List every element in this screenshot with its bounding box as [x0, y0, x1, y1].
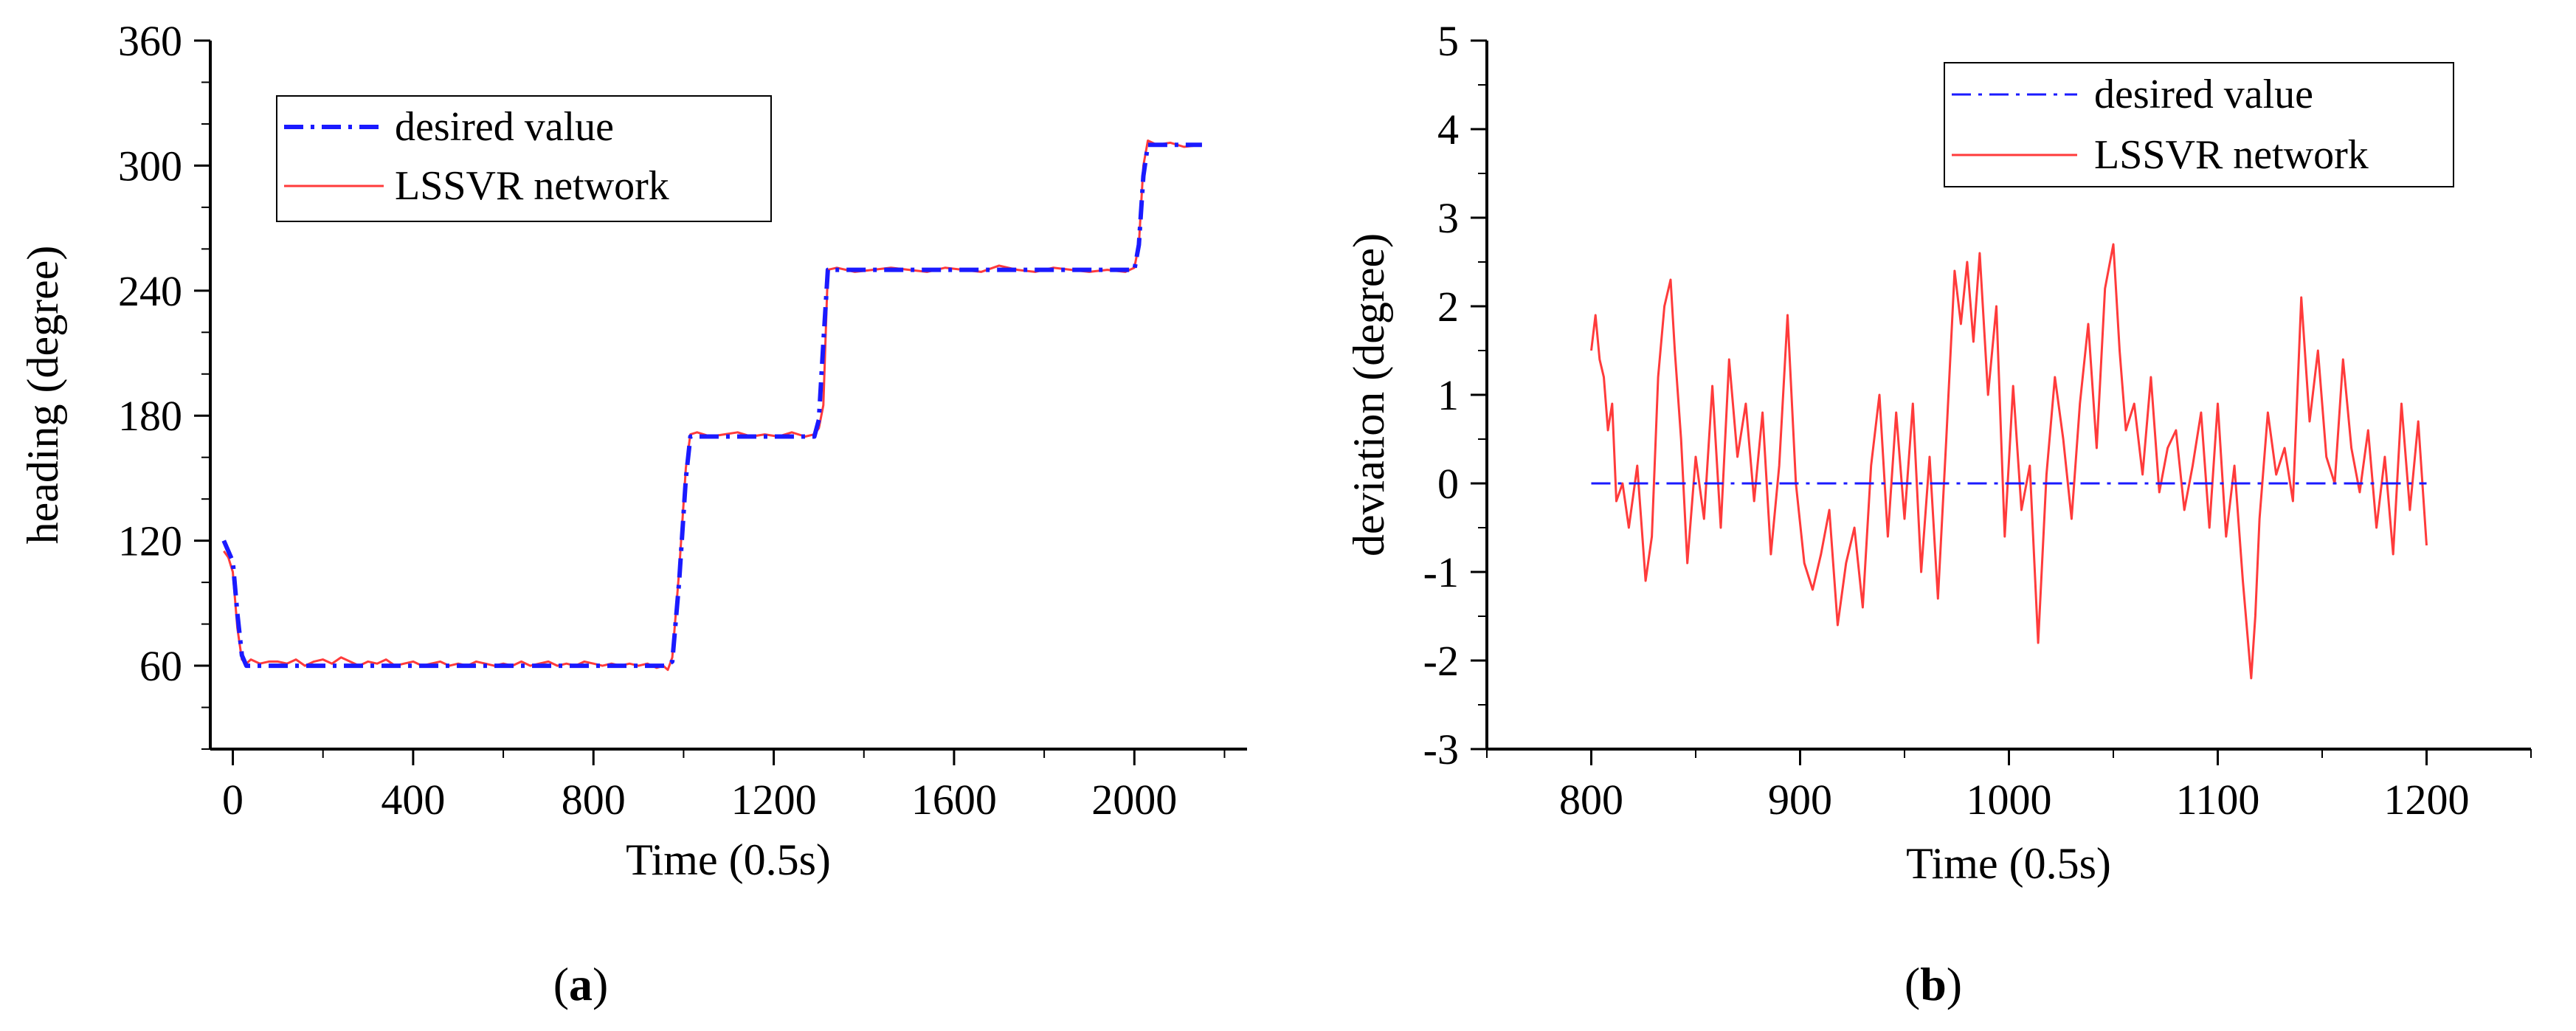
panel-a-label-letter: a: [569, 958, 593, 1010]
panel-a-y-tick-label-3: 240: [118, 267, 182, 315]
panel-a-y-tick-label-1: 120: [118, 517, 182, 565]
panel-a-label-close-paren: ): [593, 958, 608, 1010]
panel-b-y-tick-label-2: -1: [1423, 548, 1459, 596]
panel-b-ticks: 800 900 1000 1100 1200 -3 -2 -1 0 1 2 3 4 5: [1423, 17, 2532, 824]
chart-panel-b: 800 900 1000 1100 1200 -3 -2 -1 0 1 2 3 4 5 Time (0.5…: [1344, 17, 2532, 1010]
panel-a-x-tick-label-3: 1200: [731, 776, 817, 824]
panel-a-x-tick-label-0: 0: [222, 776, 244, 824]
panel-a-legend: desired value LSSVR network: [276, 95, 772, 222]
panel-a-series-desired-value: [221, 142, 1202, 669]
panel-b-label: (b): [1905, 958, 1962, 1010]
panel-b-series: [1590, 243, 2428, 680]
panel-a-y-axis-title: heading (degree): [18, 246, 67, 545]
panel-b-label-letter: b: [1920, 958, 1947, 1010]
panel-a-x-tick-label-4: 1600: [911, 776, 997, 824]
panel-b-legend-label-lssvr: LSSVR network: [2094, 132, 2369, 178]
panel-b-axes: [1485, 41, 2531, 751]
panel-a-y-tick-label-0: 60: [139, 642, 182, 690]
panel-b-y-tick-label-0: -3: [1423, 725, 1459, 773]
panel-a-axes: [209, 41, 1247, 751]
panel-b-x-axis-title: Time (0.5s): [1906, 839, 2111, 888]
panel-b-legend: desired value LSSVR network: [1944, 62, 2454, 187]
panel-a-x-tick-label-1: 400: [381, 776, 445, 824]
panel-b-legend-box: [1944, 62, 2454, 187]
panel-a-legend-box: [276, 95, 772, 222]
panel-b-y-tick-label-5: 2: [1437, 283, 1459, 331]
panel-b-y-tick-label-6: 3: [1437, 194, 1459, 242]
panel-a-ticks: 0 400 800 1200 1600 2000 60 120 180 240 300 360: [118, 17, 1226, 824]
panel-b-x-tick-label-3: 1100: [2176, 776, 2260, 824]
panel-b-series-lssvr-network: [1590, 243, 2428, 680]
panel-a-label: (a): [553, 958, 609, 1010]
panel-a-y-tick-label-2: 180: [118, 392, 182, 440]
panel-b-x-tick-label-0: 800: [1559, 776, 1623, 824]
panel-a-x-axis-title: Time (0.5s): [626, 835, 831, 884]
panel-b-y-axis-title: deviation (degree): [1344, 233, 1393, 556]
panel-b-y-tick-label-7: 4: [1437, 106, 1459, 154]
panel-b-x-tick-label-4: 1200: [2384, 776, 2470, 824]
panel-b-label-open-paren: (: [1905, 958, 1920, 1010]
panel-b-y-tick-label-1: -2: [1423, 637, 1459, 685]
chart-panel-a: 0 400 800 1200 1600 2000 60 120 180 240 300 360 Tim…: [18, 17, 1247, 1010]
panel-a-y-tick-label-5: 360: [118, 17, 182, 65]
panel-b-y-tick-label-4: 1: [1437, 371, 1459, 419]
panel-a-x-tick-label-5: 2000: [1091, 776, 1177, 824]
panel-a-label-open-paren: (: [553, 958, 569, 1010]
panel-b-y-tick-label-8: 5: [1437, 17, 1459, 65]
panel-a-legend-label-desired: desired value: [395, 104, 614, 150]
panel-b-label-close-paren: ): [1947, 958, 1962, 1010]
panel-a-series: [221, 139, 1203, 672]
panel-b-legend-label-desired: desired value: [2094, 72, 2313, 117]
panel-a-x-tick-label-2: 800: [562, 776, 626, 824]
panel-b-x-tick-label-1: 900: [1768, 776, 1832, 824]
panel-a-legend-label-lssvr: LSSVR network: [395, 163, 669, 209]
panel-b-y-tick-label-3: 0: [1437, 460, 1459, 508]
panel-a-y-tick-label-4: 300: [118, 142, 182, 190]
panel-b-x-tick-label-2: 1000: [1966, 776, 2052, 824]
